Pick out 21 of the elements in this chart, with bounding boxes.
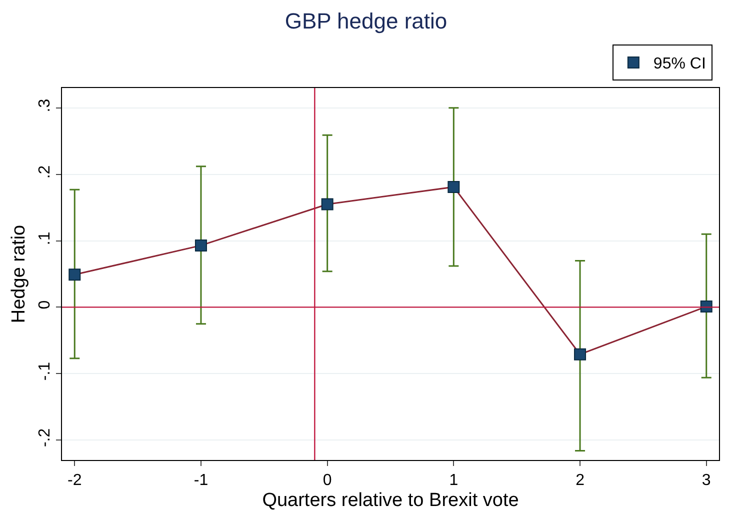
x-axis-title: Quarters relative to Brexit vote bbox=[262, 490, 519, 511]
y-tick-label: 0 bbox=[36, 300, 54, 310]
point bbox=[448, 180, 460, 193]
legend-label: 95% CI bbox=[653, 56, 706, 73]
x-tick-label: -2 bbox=[68, 472, 82, 490]
point bbox=[321, 198, 334, 210]
x-tick-label: -1 bbox=[194, 472, 208, 490]
x-tick-label: 1 bbox=[449, 472, 458, 490]
point bbox=[68, 268, 81, 281]
y-tick-label: -.2 bbox=[36, 428, 54, 448]
y-tick-label: -.1 bbox=[36, 362, 54, 381]
x-tick-label: 0 bbox=[322, 472, 332, 490]
x-tick-label: 2 bbox=[576, 472, 585, 490]
y-tick-label: .3 bbox=[36, 98, 54, 112]
y-tick-label: .2 bbox=[36, 165, 54, 179]
y-axis-title: Hedge ratio bbox=[8, 224, 30, 324]
y-tick-label: .1 bbox=[36, 232, 54, 246]
point bbox=[574, 348, 586, 360]
chart-title: GBP hedge ratio bbox=[284, 8, 448, 34]
x-tick-label: 3 bbox=[702, 472, 711, 490]
point bbox=[194, 239, 207, 252]
